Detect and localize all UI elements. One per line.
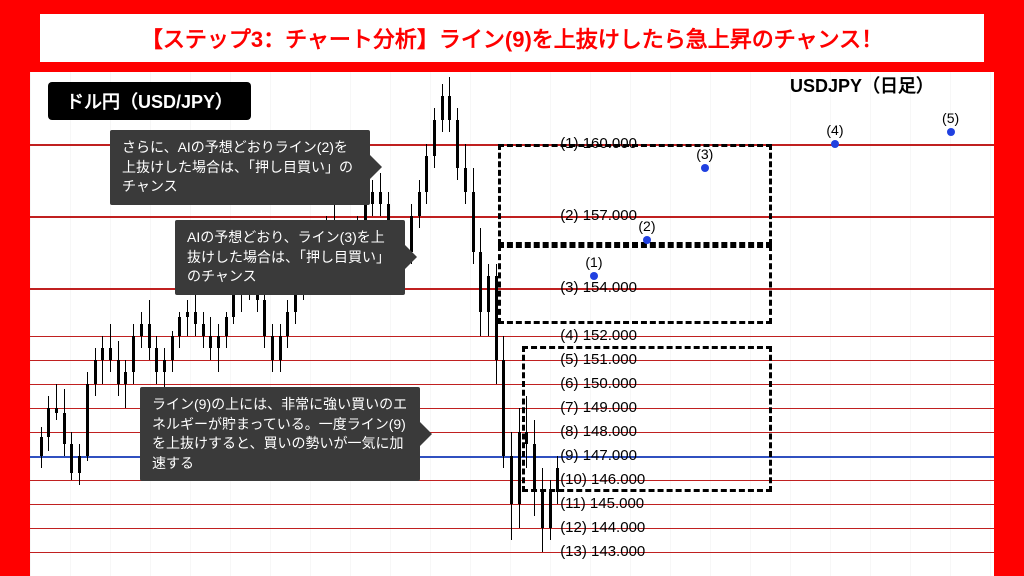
candle: [101, 348, 104, 360]
candle: [94, 360, 97, 384]
candle: [286, 312, 289, 336]
chart-area: USDJPY（日足） ドル円（USD/JPY） (1)(2)(3)(4)(5) …: [30, 72, 994, 576]
candle: [279, 336, 282, 360]
price-label-2: (2) 157.000: [560, 207, 637, 224]
title-text: 【ステップ3：チャート分析】ライン(9)を上抜けしたら急上昇のチャンス！: [141, 27, 883, 52]
price-label-9: (9) 147.000: [560, 447, 637, 464]
candle: [209, 336, 212, 348]
candle: [510, 456, 513, 504]
price-label-5: (5) 151.000: [560, 351, 637, 368]
forecast-dot-5: [947, 128, 955, 136]
candle: [549, 492, 552, 528]
price-label-8: (8) 148.000: [560, 423, 637, 440]
candle: [163, 360, 166, 372]
candle: [433, 120, 436, 156]
forecast-dot-3: [701, 164, 709, 172]
forecast-label-1: (1): [585, 254, 602, 270]
callout-1: さらに、AIの予想どおりライン(2)を上抜けした場合は、「押し目買い」のチャンス: [110, 130, 370, 205]
price-label-11: (11) 145.000: [560, 495, 644, 512]
price-label-13: (13) 143.000: [560, 543, 645, 560]
candle: [217, 336, 220, 348]
forecast-label-5: (5): [942, 110, 959, 126]
candle: [541, 492, 544, 528]
candle: [78, 456, 81, 473]
price-label-4: (4) 152.000: [560, 327, 637, 344]
candle: [271, 336, 274, 360]
forecast-dot-2: [643, 236, 651, 244]
candle: [479, 252, 482, 312]
candle: [194, 312, 197, 324]
price-label-10: (10) 146.000: [560, 471, 645, 488]
candle: [202, 324, 205, 336]
candle: [47, 408, 50, 437]
forecast-label-2: (2): [638, 218, 655, 234]
forecast-dot-1: [590, 272, 598, 280]
candle: [371, 192, 374, 204]
candle: [63, 413, 66, 444]
title-bar: 【ステップ3：チャート分析】ライン(9)を上抜けしたら急上昇のチャンス！: [40, 14, 984, 62]
candle: [441, 96, 444, 120]
dashed-box-1: [498, 144, 773, 245]
forecast-label-4: (4): [826, 122, 843, 138]
candle: [464, 168, 467, 192]
candle: [502, 360, 505, 456]
candle: [487, 276, 490, 312]
price-label-3: (3) 154.000: [560, 279, 637, 296]
candle: [232, 293, 235, 317]
candle: [418, 192, 421, 216]
candle: [109, 348, 112, 360]
candle: [70, 444, 73, 473]
candle: [263, 300, 266, 336]
callout-2: AIの予想どおり、ライン(3)を上抜けした場合は、「押し目買い」のチャンス: [175, 220, 405, 295]
price-label-12: (12) 144.000: [560, 519, 645, 536]
candle: [132, 336, 135, 372]
candle: [40, 437, 43, 456]
price-label-6: (6) 150.000: [560, 375, 637, 392]
candle: [155, 348, 158, 372]
candle: [225, 317, 228, 336]
candle: [148, 324, 151, 348]
candle: [425, 156, 428, 192]
forecast-label-3: (3): [696, 146, 713, 162]
candle: [171, 336, 174, 360]
price-label-7: (7) 149.000: [560, 399, 637, 416]
candle: [186, 312, 189, 317]
candle: [472, 192, 475, 252]
candle: [456, 120, 459, 168]
candle: [55, 408, 58, 413]
candle: [86, 384, 89, 456]
candle: [140, 324, 143, 336]
callout-3: ライン(9)の上には、非常に強い買いのエネルギーが貯まっている。一度ライン(9)…: [140, 387, 420, 481]
candle: [518, 432, 521, 504]
candle: [364, 204, 367, 221]
candle: [124, 372, 127, 384]
price-label-1: (1) 160.000: [560, 135, 637, 152]
candle: [117, 360, 120, 384]
candle: [448, 96, 451, 120]
candle: [178, 317, 181, 336]
forecast-dot-4: [831, 140, 839, 148]
pair-badge: ドル円（USD/JPY）: [48, 82, 251, 120]
candle: [379, 192, 382, 204]
